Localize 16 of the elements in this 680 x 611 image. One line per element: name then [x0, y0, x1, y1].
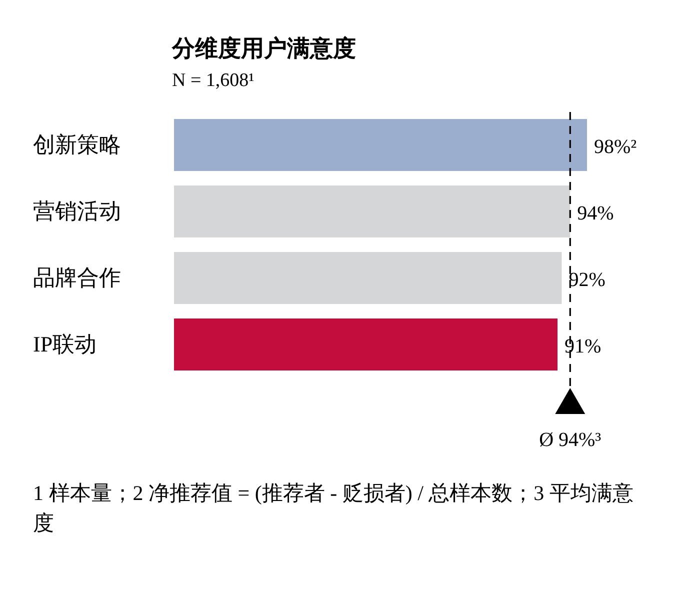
- bar: [174, 119, 587, 171]
- y-tick-label: IP联动: [33, 332, 97, 356]
- data-label: 91%: [564, 336, 602, 358]
- text: 1 样本量；2 净推荐值 = (推荐者 - 贬损者) / 总样本数；3 平均满意度: [33, 480, 634, 537]
- data-label: 94%: [577, 202, 614, 224]
- chart-subtitle: N = 1,608¹: [172, 70, 255, 91]
- data-label: 92%: [568, 269, 606, 291]
- ref-line-label: Ø 94%³: [539, 429, 602, 451]
- y-tick-label: 营销活动: [33, 198, 121, 224]
- chart-title: 分维度用户满意度: [171, 35, 356, 61]
- data-label: 98%²: [594, 136, 637, 158]
- bar: [174, 318, 558, 370]
- y-tick-label: 创新策略: [33, 132, 121, 157]
- y-tick-label: 品牌合作: [33, 265, 121, 290]
- bar: [174, 186, 570, 238]
- bar: [174, 252, 562, 304]
